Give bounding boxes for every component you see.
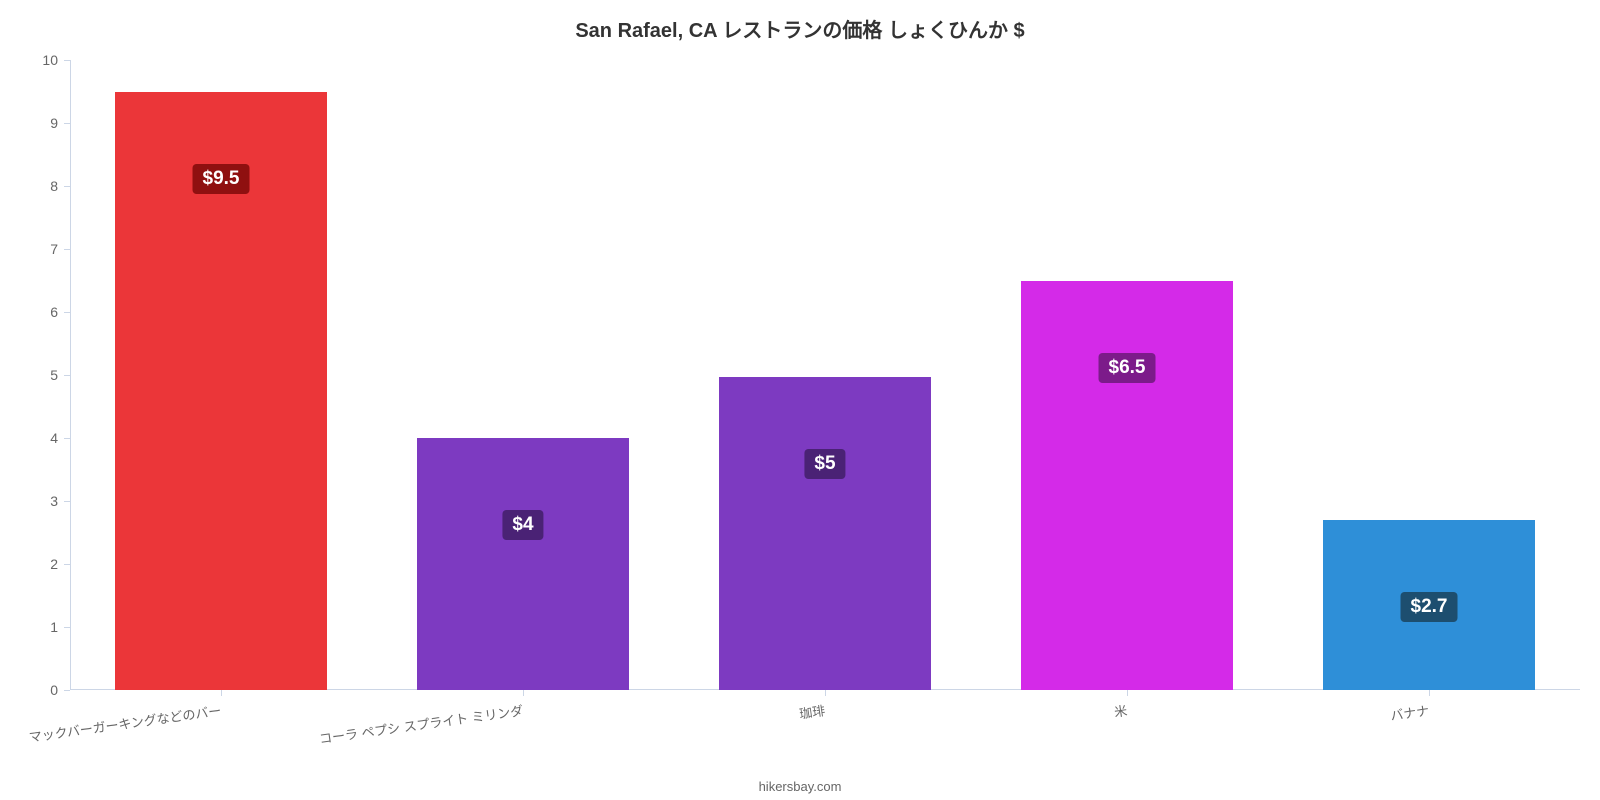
y-tick-label: 6: [18, 304, 58, 320]
y-tick-label: 10: [18, 52, 58, 68]
x-tick: [1127, 690, 1128, 696]
bar-value-badge: $2.7: [1401, 592, 1458, 622]
y-tick-label: 8: [18, 178, 58, 194]
x-category-label: マックバーガーキングなどのバー: [28, 700, 223, 746]
bar: [1021, 281, 1232, 691]
x-tick: [523, 690, 524, 696]
bar-value-badge: $5: [804, 449, 845, 479]
bar-value-badge: $4: [502, 510, 543, 540]
x-tick: [1429, 690, 1430, 696]
y-tick: [64, 123, 70, 124]
y-tick-label: 4: [18, 430, 58, 446]
y-tick-label: 9: [18, 115, 58, 131]
chart-credit: hikersbay.com: [0, 779, 1600, 794]
y-tick: [64, 312, 70, 313]
y-tick: [64, 60, 70, 61]
y-tick-label: 3: [18, 493, 58, 509]
x-category-label: 米: [1113, 700, 1129, 721]
x-tick: [221, 690, 222, 696]
x-category-label: バナナ: [1389, 700, 1430, 724]
x-category-label: 珈琲: [798, 700, 826, 722]
y-tick-label: 0: [18, 682, 58, 698]
x-tick: [825, 690, 826, 696]
y-tick: [64, 249, 70, 250]
y-axis-line: [70, 60, 71, 690]
y-tick: [64, 438, 70, 439]
y-tick: [64, 501, 70, 502]
bar: [417, 438, 628, 690]
y-tick-label: 2: [18, 556, 58, 572]
y-tick-label: 7: [18, 241, 58, 257]
y-tick: [64, 186, 70, 187]
y-tick-label: 1: [18, 619, 58, 635]
price-bar-chart: San Rafael, CA レストランの価格 しょくひんか $ 0123456…: [0, 0, 1600, 800]
bar: [719, 377, 930, 690]
bar-value-badge: $6.5: [1099, 353, 1156, 383]
chart-title: San Rafael, CA レストランの価格 しょくひんか $: [0, 14, 1600, 43]
plot-area: 012345678910$9.5マックバーガーキングなどのバー$4コーラ ペプシ…: [70, 60, 1580, 690]
y-tick-label: 5: [18, 367, 58, 383]
x-category-label: コーラ ペプシ スプライト ミリンダ: [318, 700, 524, 747]
y-tick: [64, 375, 70, 376]
y-tick: [64, 564, 70, 565]
bar-value-badge: $9.5: [193, 164, 250, 194]
y-tick: [64, 690, 70, 691]
y-tick: [64, 627, 70, 628]
